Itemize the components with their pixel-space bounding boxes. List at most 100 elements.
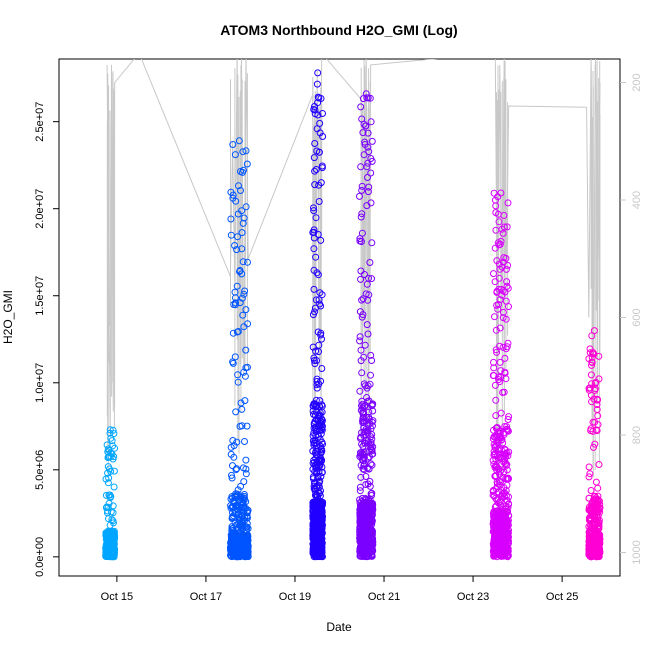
data-point	[358, 513, 366, 521]
data-point	[243, 535, 251, 543]
data-point	[313, 447, 321, 455]
data-point	[237, 187, 244, 194]
data-point	[497, 237, 505, 245]
data-point	[315, 540, 323, 548]
data-point	[105, 499, 113, 507]
data-point	[502, 503, 510, 510]
data-point	[587, 371, 595, 379]
x-tick-label: Oct 19	[279, 591, 311, 603]
data-point	[237, 504, 245, 512]
data-point	[309, 432, 317, 440]
data-point	[236, 547, 244, 555]
data-point	[491, 313, 498, 321]
x-tick-label: Oct 25	[546, 591, 578, 603]
data-point	[367, 169, 375, 177]
data-point	[594, 552, 602, 560]
data-point	[107, 434, 115, 442]
data-point	[594, 532, 602, 540]
data-point	[503, 223, 511, 231]
right-tick-label: 400	[631, 191, 643, 209]
data-point	[359, 404, 366, 412]
data-point	[494, 464, 502, 472]
y-axis: 0.0e+00 5.0e+06 1.0e+07 1.5e+07 2.0e+07 2.5e+…	[34, 102, 59, 577]
data-point	[495, 477, 503, 485]
x-axis-label: Date	[326, 620, 352, 634]
data-point	[499, 308, 507, 316]
y-axis-right: 200 400 600 800 1000	[620, 73, 643, 565]
data-point	[494, 523, 501, 531]
data-point	[362, 290, 370, 298]
data-point	[498, 436, 505, 444]
data-point	[315, 198, 323, 205]
data-point	[242, 203, 250, 211]
data-point	[500, 254, 508, 262]
data-point	[310, 456, 318, 464]
data-point	[362, 546, 370, 554]
data-point	[366, 420, 374, 427]
data-point	[356, 487, 364, 495]
data-point	[503, 531, 511, 539]
data-point	[357, 551, 364, 559]
data-point	[242, 147, 250, 155]
data-point	[357, 103, 365, 111]
data-point	[311, 181, 319, 189]
data-point	[497, 367, 505, 375]
data-point	[239, 494, 247, 502]
data-point	[504, 533, 512, 541]
data-point	[230, 550, 238, 558]
data-point	[234, 233, 241, 241]
data-point	[358, 182, 366, 190]
data-point	[496, 296, 504, 304]
data-point	[362, 448, 370, 456]
data-point	[491, 473, 499, 480]
y-tick-label: 2.0e+07	[34, 189, 46, 229]
data-point	[593, 395, 601, 403]
data-point	[104, 507, 112, 515]
data-point	[360, 151, 368, 159]
data-point	[492, 396, 500, 404]
data-point	[311, 140, 319, 147]
data-point	[361, 141, 369, 148]
data-point	[494, 495, 502, 503]
data-point	[242, 470, 250, 478]
data-point	[494, 549, 502, 557]
data-point	[497, 523, 505, 531]
data-point	[585, 503, 593, 511]
data-point	[317, 179, 325, 187]
data-point	[492, 412, 500, 420]
data-point	[495, 285, 503, 293]
data-point	[319, 110, 326, 117]
data-point	[593, 406, 601, 413]
data-point	[310, 106, 318, 113]
data-point	[315, 380, 323, 388]
data-point	[367, 351, 375, 359]
data-point	[503, 278, 511, 286]
data-point	[585, 463, 593, 471]
data-point	[504, 284, 512, 292]
data-point	[496, 265, 504, 273]
data-point	[233, 521, 240, 529]
data-point	[495, 376, 503, 384]
data-point	[503, 552, 511, 560]
data-point	[491, 278, 499, 286]
data-point	[358, 429, 366, 437]
data-point	[367, 441, 375, 449]
data-point	[489, 372, 497, 379]
data-point	[365, 546, 373, 553]
data-point	[368, 275, 375, 283]
data-point	[592, 426, 600, 434]
data-point	[357, 213, 365, 221]
data-point	[497, 541, 505, 549]
data-point	[310, 520, 318, 528]
data-point	[368, 357, 376, 364]
data-point	[367, 439, 375, 447]
chart-title: ATOM3 Northbound H2O_GMI (Log)	[220, 22, 457, 38]
data-point	[102, 531, 110, 539]
data-point	[237, 482, 245, 490]
data-point	[588, 358, 596, 366]
data-point	[368, 517, 376, 525]
data-point	[356, 192, 363, 200]
data-point	[312, 432, 320, 439]
data-point	[493, 424, 501, 431]
data-point	[241, 287, 249, 295]
